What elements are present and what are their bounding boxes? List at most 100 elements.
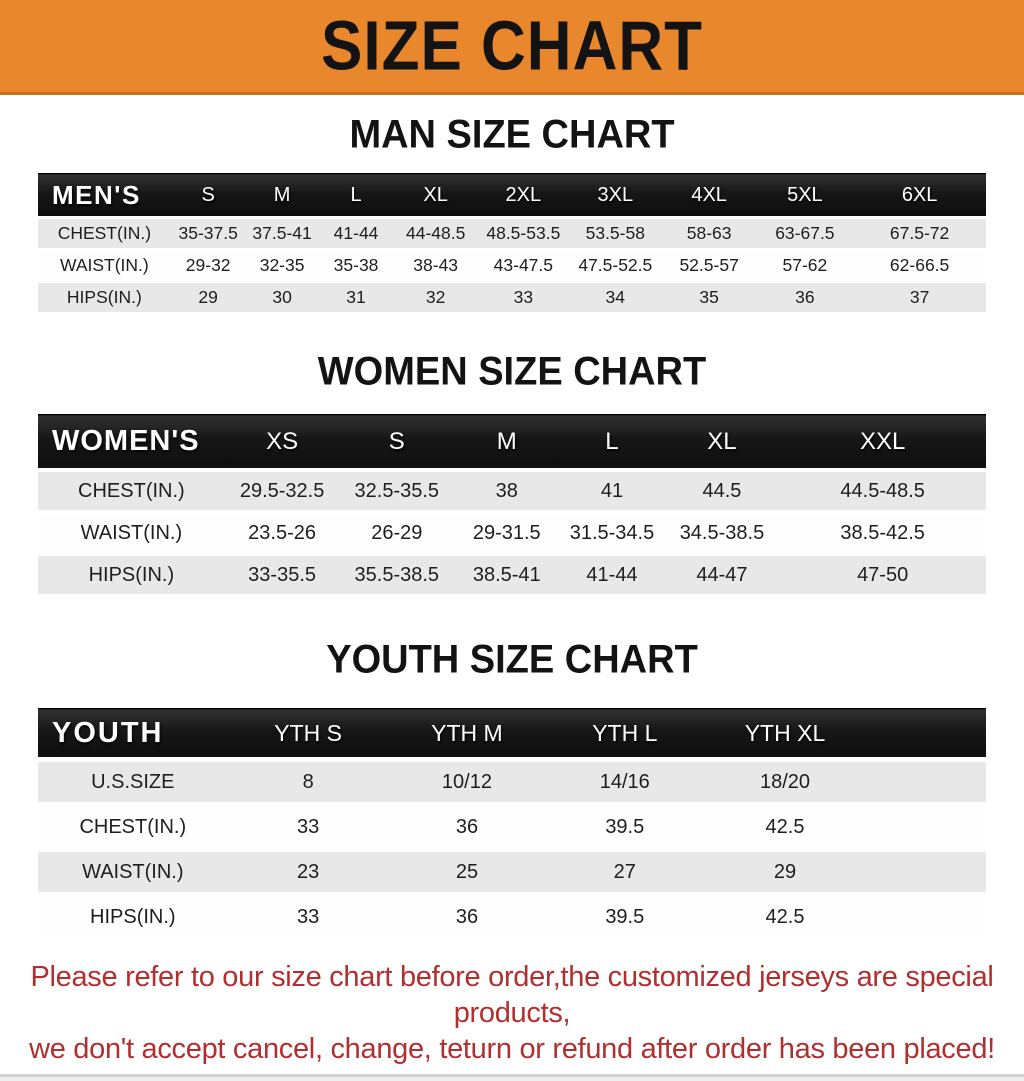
size-value-cell: 29-32 xyxy=(170,248,246,282)
size-value-cell: 62-66.5 xyxy=(853,248,986,282)
disclaimer-line-1: Please refer to our size chart before or… xyxy=(30,961,994,1029)
men-size-table: MEN'S S M L XL 2XL 3XL 4XL 5XL 6XL CHEST… xyxy=(38,173,986,312)
size-value-cell: 33 xyxy=(477,280,569,312)
man-section-heading: MAN SIZE CHART xyxy=(349,112,675,158)
women-size-table: WOMEN'S XS S M L XL XXL CHEST(IN.) 29.5-… xyxy=(38,414,986,594)
men-header-label: MEN'S xyxy=(38,173,171,218)
row-label: HIPS(IN.) xyxy=(38,552,225,594)
table-row: HIPS(IN.) 33-35.5 35.5-38.5 38.5-41 41-4… xyxy=(38,552,986,594)
size-value-cell: 38 xyxy=(454,468,560,512)
men-header-row: MEN'S S M L XL 2XL 3XL 4XL 5XL 6XL xyxy=(38,173,986,218)
col-header: YTH S xyxy=(227,708,389,760)
size-value-cell: 39.5 xyxy=(545,802,705,850)
row-label: CHEST(IN.) xyxy=(38,216,171,250)
size-value-cell: 32-35 xyxy=(245,248,319,282)
youth-header-label: YOUTH xyxy=(38,708,228,760)
col-header: XL xyxy=(664,414,780,471)
col-header: YTH M xyxy=(388,708,546,760)
size-value-cell: 32.5-35.5 xyxy=(339,468,455,512)
spacer-cell xyxy=(865,708,986,760)
size-value-cell: 25 xyxy=(388,847,546,895)
size-value-cell: 32 xyxy=(393,280,478,312)
youth-header-row: YOUTH YTH S YTH M YTH L YTH XL xyxy=(38,708,986,760)
size-value-cell: 33 xyxy=(227,802,389,850)
col-header: 6XL xyxy=(853,173,986,218)
col-header: M xyxy=(454,414,560,471)
col-header: S xyxy=(170,173,246,218)
size-value-cell: 34 xyxy=(568,280,662,312)
size-value-cell: 37 xyxy=(853,280,986,312)
women-section-heading: WOMEN SIZE CHART xyxy=(317,349,707,395)
youth-size-table: YOUTH YTH S YTH M YTH L YTH XL U.S.SIZE … xyxy=(38,708,986,937)
col-header: 2XL xyxy=(477,173,569,218)
bottom-divider xyxy=(0,1074,1024,1081)
size-value-cell: 47-50 xyxy=(779,552,986,594)
size-value-cell: 48.5-53.5 xyxy=(477,216,569,250)
size-value-cell: 14/16 xyxy=(545,757,705,805)
size-value-cell: 35-38 xyxy=(318,248,394,282)
col-header: L xyxy=(318,173,394,218)
row-label: U.S.SIZE xyxy=(38,757,228,805)
size-value-cell: 30 xyxy=(245,280,319,312)
size-value-cell: 29 xyxy=(170,280,246,312)
size-value-cell: 36 xyxy=(388,802,546,850)
size-value-cell: 41-44 xyxy=(318,216,394,250)
size-value-cell: 35-37.5 xyxy=(170,216,246,250)
size-value-cell: 10/12 xyxy=(388,757,546,805)
size-value-cell: 36 xyxy=(388,892,546,937)
table-row: HIPS(IN.) 29 30 31 32 33 34 35 36 37 xyxy=(38,280,986,312)
size-value-cell: 38.5-42.5 xyxy=(779,510,986,554)
size-value-cell: 41 xyxy=(559,468,665,512)
size-value-cell: 23 xyxy=(227,847,389,895)
size-value-cell: 47.5-52.5 xyxy=(568,248,662,282)
women-header-row: WOMEN'S XS S M L XL XXL xyxy=(38,414,986,471)
banner: SIZE CHART xyxy=(0,0,1024,95)
table-row: WAIST(IN.) 23.5-26 26-29 29-31.5 31.5-34… xyxy=(38,510,986,554)
col-header: M xyxy=(245,173,319,218)
page-title: SIZE CHART xyxy=(321,7,703,85)
row-label: CHEST(IN.) xyxy=(38,802,228,850)
size-value-cell: 41-44 xyxy=(559,552,665,594)
table-row: WAIST(IN.) 29-32 32-35 35-38 38-43 43-47… xyxy=(38,248,986,282)
table-row: CHEST(IN.) 29.5-32.5 32.5-35.5 38 41 44.… xyxy=(38,468,986,512)
size-value-cell: 52.5-57 xyxy=(661,248,757,282)
size-value-cell: 29.5-32.5 xyxy=(224,468,340,512)
size-value-cell: 58-63 xyxy=(661,216,757,250)
size-value-cell: 38-43 xyxy=(393,248,478,282)
women-size-section: WOMEN SIZE CHART WOMEN'S XS S M L XL XXL… xyxy=(0,349,1024,594)
col-header: 3XL xyxy=(568,173,662,218)
row-label: WAIST(IN.) xyxy=(38,847,228,895)
size-value-cell: 44-48.5 xyxy=(393,216,478,250)
size-value-cell: 63-67.5 xyxy=(756,216,854,250)
size-value-cell: 35 xyxy=(661,280,757,312)
size-value-cell: 23.5-26 xyxy=(224,510,340,554)
size-value-cell: 18/20 xyxy=(704,757,866,805)
size-value-cell: 39.5 xyxy=(545,892,705,937)
size-value-cell: 26-29 xyxy=(339,510,455,554)
size-value-cell: 44.5 xyxy=(664,468,780,512)
col-header: L xyxy=(559,414,665,471)
spacer-cell xyxy=(865,757,986,805)
youth-size-section: YOUTH SIZE CHART YOUTH YTH S YTH M YTH L… xyxy=(0,639,1024,937)
col-header: XXL xyxy=(779,414,986,471)
size-value-cell: 37.5-41 xyxy=(245,216,319,250)
size-value-cell: 27 xyxy=(545,847,705,895)
size-value-cell: 44.5-48.5 xyxy=(779,468,986,512)
size-value-cell: 31.5-34.5 xyxy=(559,510,665,554)
size-value-cell: 29 xyxy=(704,847,866,895)
table-row: CHEST(IN.) 33 36 39.5 42.5 xyxy=(38,802,986,850)
table-row: WAIST(IN.) 23 25 27 29 xyxy=(38,847,986,895)
size-value-cell: 43-47.5 xyxy=(477,248,569,282)
col-header: 4XL xyxy=(661,173,757,218)
col-header: 5XL xyxy=(756,173,854,218)
size-value-cell: 31 xyxy=(318,280,394,312)
size-value-cell: 8 xyxy=(227,757,389,805)
col-header: XL xyxy=(393,173,478,218)
col-header: XS xyxy=(224,414,340,471)
size-value-cell: 36 xyxy=(756,280,854,312)
table-row: U.S.SIZE 8 10/12 14/16 18/20 xyxy=(38,757,986,805)
row-label: CHEST(IN.) xyxy=(38,468,225,512)
size-value-cell: 53.5-58 xyxy=(568,216,662,250)
spacer-cell xyxy=(865,847,986,895)
row-label: WAIST(IN.) xyxy=(38,510,225,554)
